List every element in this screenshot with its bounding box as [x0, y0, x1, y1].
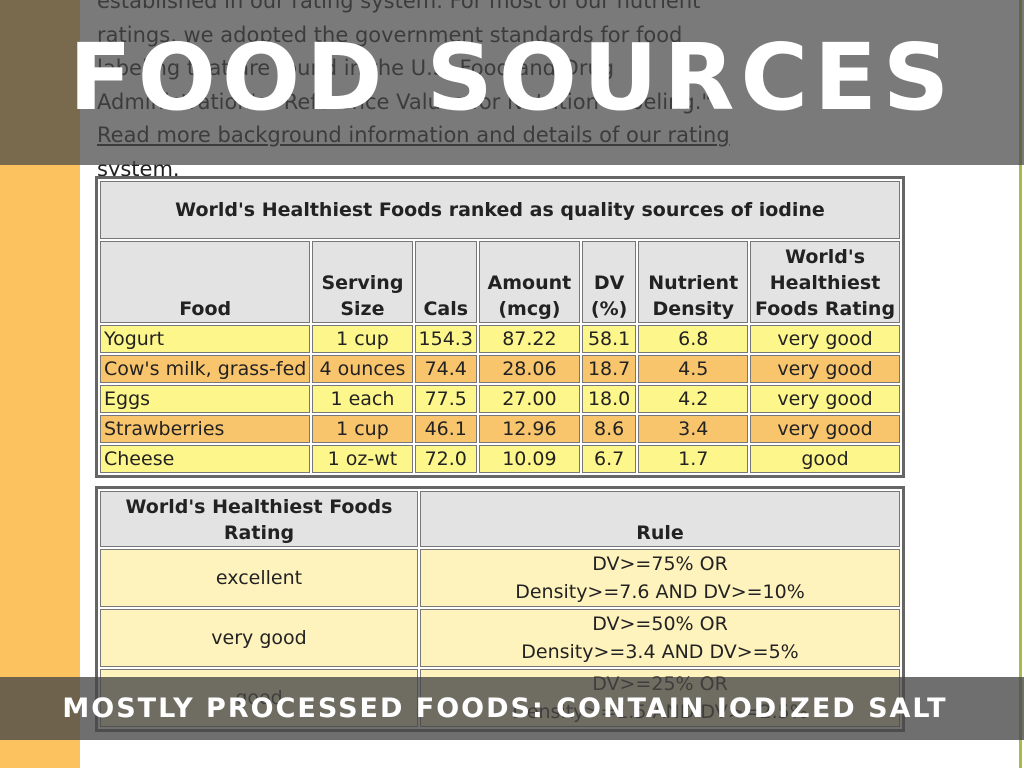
table-cell: 4.5 — [638, 355, 749, 383]
table-cell: Yogurt — [100, 325, 311, 353]
table-cell: Cheese — [100, 445, 311, 473]
table-cell: 72.0 — [414, 445, 477, 473]
table-row: very good DV>=50% OR Density>=3.4 AND DV>=… — [100, 609, 900, 667]
caption-band: MOSTLY PROCESSED FOODS: CONTAIN IODIZED … — [0, 677, 1024, 740]
column-header: World's Healthiest Foods Rating — [750, 241, 900, 323]
table-cell: very good — [750, 385, 900, 413]
table-cell: 1 oz-wt — [312, 445, 413, 473]
rule-line: DV>=75% OR — [592, 553, 728, 575]
right-strip — [1019, 0, 1022, 768]
table-cell: Cow's milk, grass-fed — [100, 355, 311, 383]
table-cell: very good — [750, 415, 900, 443]
table-cell: 27.00 — [478, 385, 580, 413]
table-row: Strawberries 1 cup 46.1 12.96 8.6 3.4 very goo… — [100, 415, 900, 443]
table-cell: 74.4 — [414, 355, 477, 383]
column-header: Amount (mcg) — [478, 241, 580, 323]
table-cell: 154.3 — [414, 325, 477, 353]
header-row: World's Healthiest Foods Rating Rule — [100, 491, 900, 547]
column-header: Rule — [420, 491, 900, 547]
column-header: Food — [100, 241, 311, 323]
table-cell: 87.22 — [478, 325, 580, 353]
table-cell: good — [750, 445, 900, 473]
table-cell: 6.7 — [581, 445, 637, 473]
table-cell: 18.7 — [581, 355, 637, 383]
rating-cell: excellent — [100, 549, 418, 607]
table-cell: 6.8 — [638, 325, 749, 353]
column-header: Cals — [414, 241, 477, 323]
table-cell: 1.7 — [638, 445, 749, 473]
column-header: World's Healthiest Foods Rating — [100, 491, 418, 547]
table-cell: 58.1 — [581, 325, 637, 353]
rule-cell: DV>=75% OR Density>=7.6 AND DV>=10% — [420, 549, 900, 607]
table-cell: 18.0 — [581, 385, 637, 413]
table-cell: 8.6 — [581, 415, 637, 443]
table-row: Eggs 1 each 77.5 27.00 18.0 4.2 very good — [100, 385, 900, 413]
rule-line: Density>=7.6 AND DV>=10% — [515, 581, 805, 603]
table-cell: very good — [750, 325, 900, 353]
table-cell: 4 ounces — [312, 355, 413, 383]
title-row: World's Healthiest Foods ranked as quali… — [100, 181, 900, 239]
punctuation: . — [172, 156, 180, 181]
slide-title: FOOD SOURCES — [68, 24, 956, 131]
table-cell: 77.5 — [414, 385, 477, 413]
table-row: Cow's milk, grass-fed 4 ounces 74.4 28.06 18… — [100, 355, 900, 383]
table-cell: 3.4 — [638, 415, 749, 443]
table-cell: very good — [750, 355, 900, 383]
table-cell: 4.2 — [638, 385, 749, 413]
slide-caption: MOSTLY PROCESSED FOODS: CONTAIN IODIZED … — [62, 693, 948, 724]
table-cell: 1 cup — [312, 325, 413, 353]
table-cell: 1 cup — [312, 415, 413, 443]
table-row: Cheese 1 oz-wt 72.0 10.09 6.7 1.7 good — [100, 445, 900, 473]
rule-line: Density>=3.4 AND DV>=5% — [521, 641, 799, 663]
table-row: excellent DV>=75% OR Density>=7.6 AND DV>=… — [100, 549, 900, 607]
column-header: Nutrient Density — [638, 241, 749, 323]
column-header: Serving Size — [312, 241, 413, 323]
table-cell: 28.06 — [478, 355, 580, 383]
table-cell: 12.96 — [478, 415, 580, 443]
table-cell: Strawberries — [100, 415, 311, 443]
table-cell: 10.09 — [478, 445, 580, 473]
table-cell: Eggs — [100, 385, 311, 413]
rule-line: DV>=50% OR — [592, 613, 728, 635]
rating-cell: very good — [100, 609, 418, 667]
column-header: DV (%) — [581, 241, 637, 323]
table-cell: 1 each — [312, 385, 413, 413]
table-row: Yogurt 1 cup 154.3 87.22 58.1 6.8 very good — [100, 325, 900, 353]
food-table: World's Healthiest Foods ranked as quali… — [95, 176, 905, 478]
header-row: Food Serving Size Cals Amount (mcg) DV (%) Nu… — [100, 241, 900, 323]
table-cell: 46.1 — [414, 415, 477, 443]
title-band: FOOD SOURCES — [0, 0, 1024, 165]
table-title: World's Healthiest Foods ranked as quali… — [100, 181, 900, 239]
rule-cell: DV>=50% OR Density>=3.4 AND DV>=5% — [420, 609, 900, 667]
